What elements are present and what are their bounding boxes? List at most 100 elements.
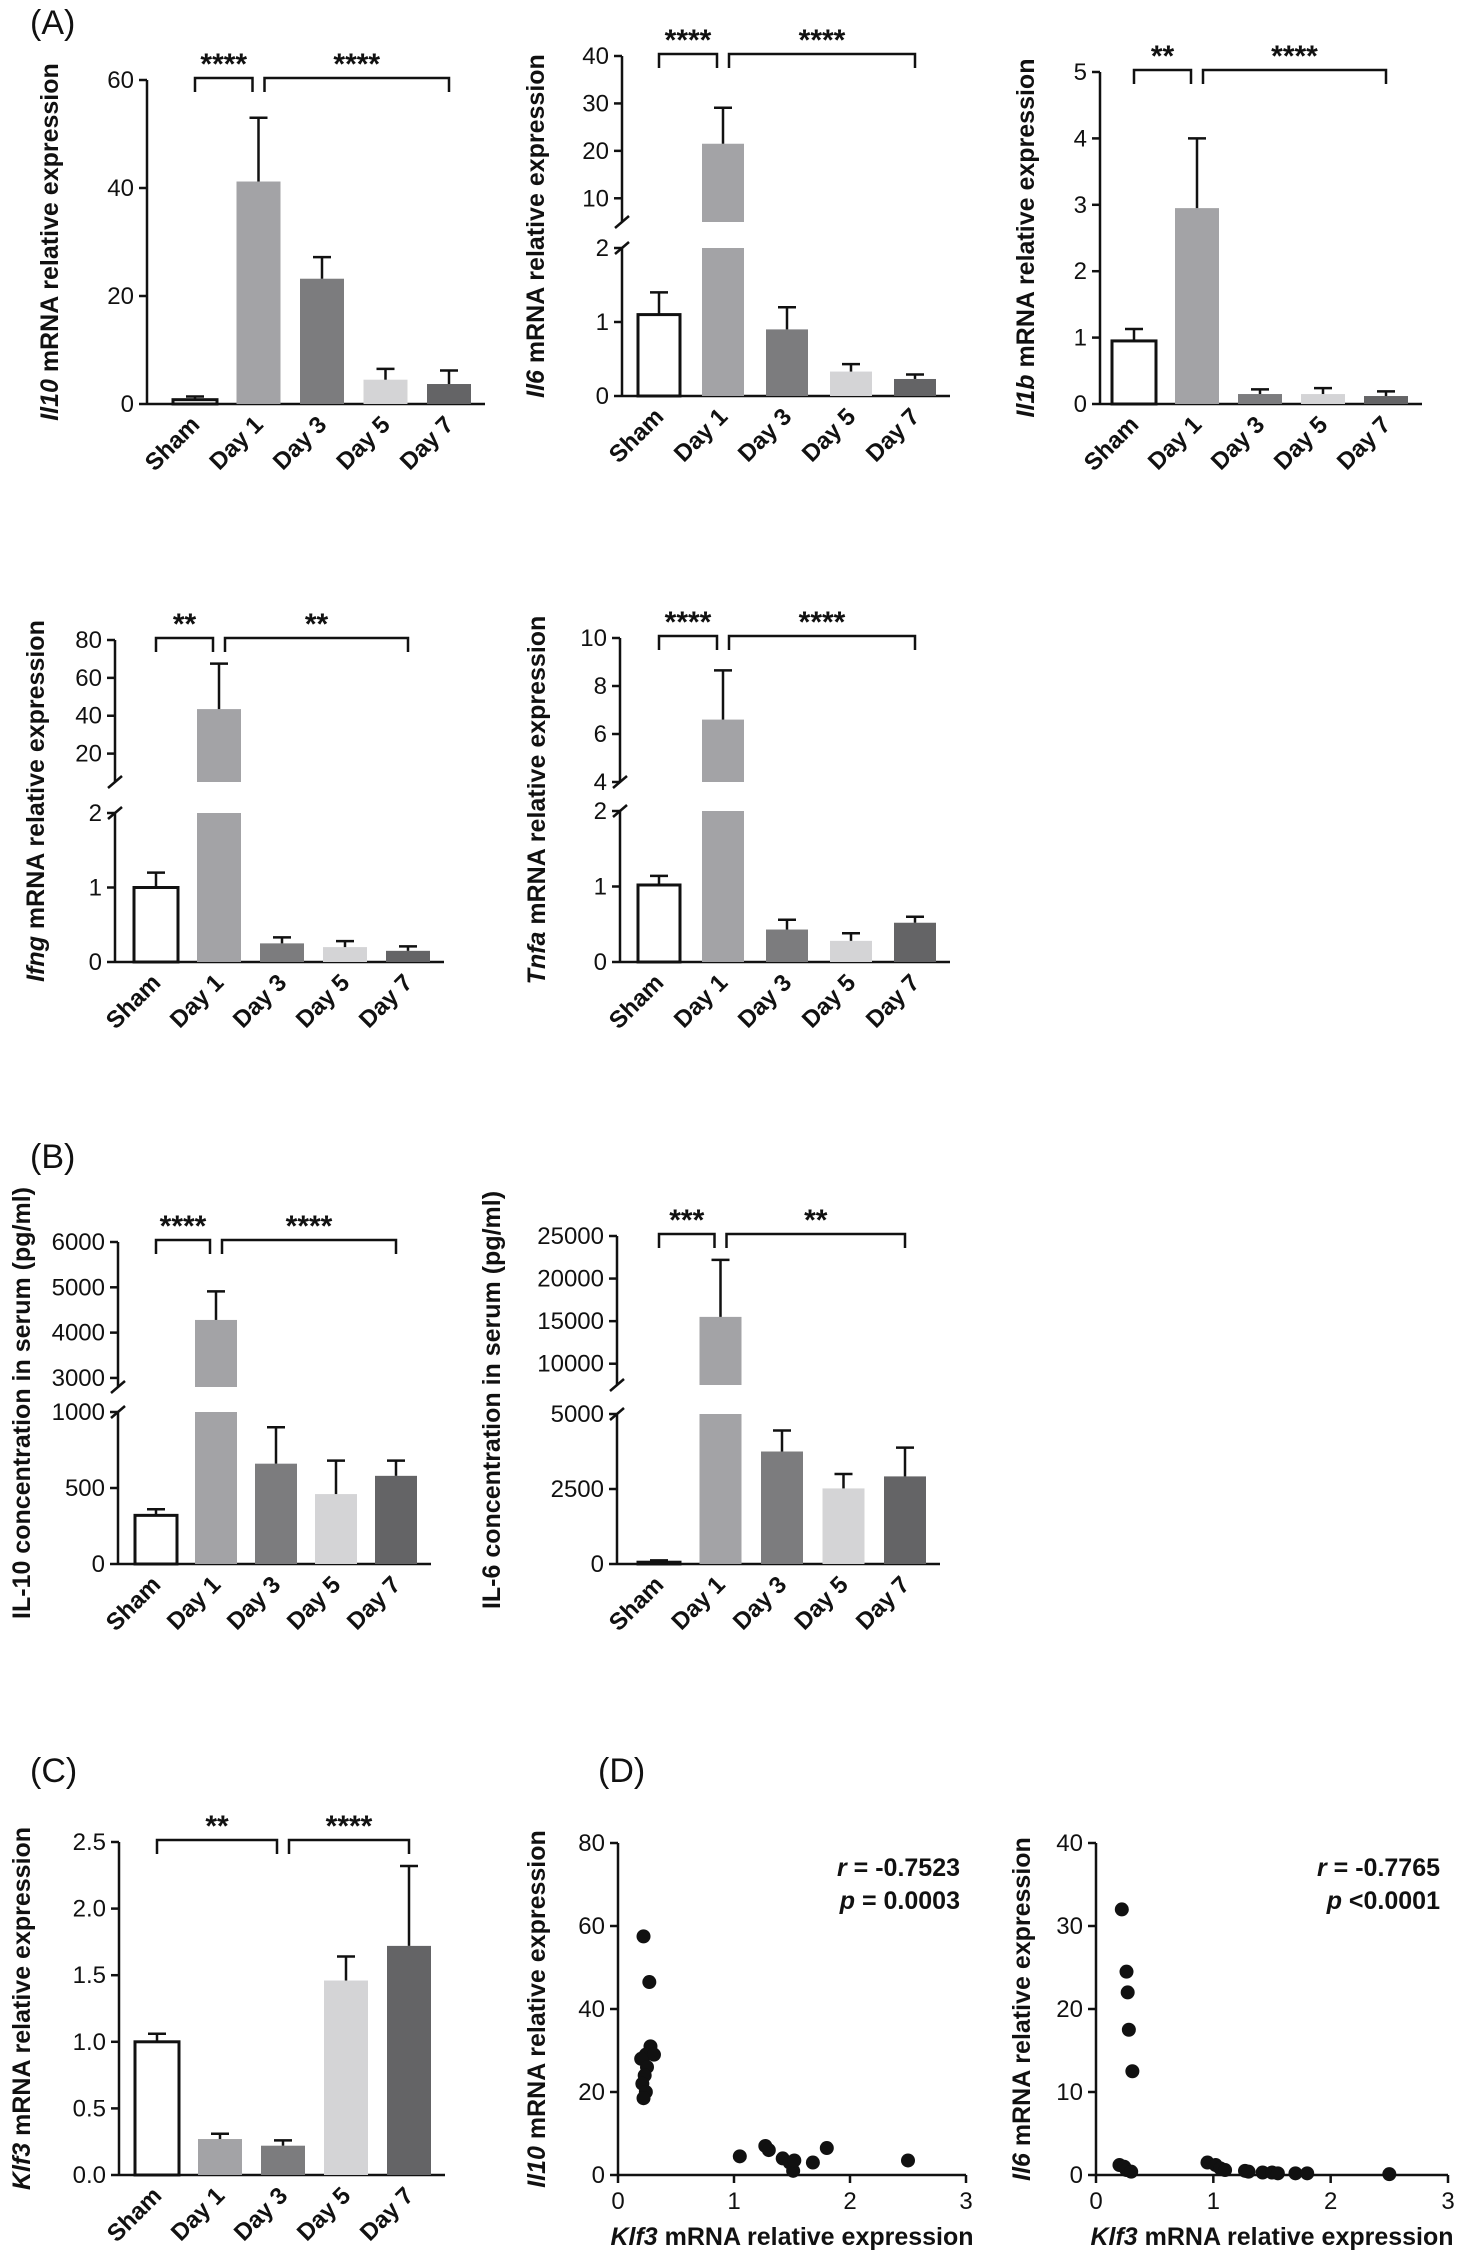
- bar-day-3: [260, 943, 304, 962]
- y-tick-label: 15000: [537, 1308, 604, 1335]
- scatter-point: [1270, 2166, 1285, 2181]
- x-category-label: Day 3: [733, 969, 797, 1033]
- y-tick-label: 1: [594, 874, 607, 901]
- y-tick-label: 1000: [52, 1399, 105, 1426]
- r-value: = -0.7765: [1327, 1854, 1440, 1882]
- y-tick-label: 20: [582, 138, 609, 165]
- y-axis-break-mark: [107, 775, 123, 789]
- bar-day-7: [894, 922, 936, 962]
- scatter-point: [786, 2163, 801, 2178]
- x-tick-label: 0: [611, 2188, 624, 2215]
- x-tick-label: 3: [1441, 2188, 1454, 2215]
- scatter-point: [819, 2141, 834, 2156]
- y-tick-label: 2: [596, 235, 609, 262]
- bar-day-3: [1238, 394, 1282, 404]
- significance-stars: ****: [665, 606, 712, 639]
- x-category-label: Sham: [102, 2182, 167, 2247]
- y-tick-label: 0: [121, 391, 134, 418]
- bar-day-7: [894, 378, 936, 396]
- y-tick-label: 30: [1056, 1913, 1083, 1940]
- x-category-label: Day 5: [1269, 411, 1333, 475]
- p-value: <0.0001: [1342, 1887, 1440, 1915]
- y-axis-title-text: mRNA relative expression: [523, 1830, 551, 2146]
- bar-day-5: [324, 1980, 368, 2175]
- x-axis-title-gene: Klf3: [610, 2223, 657, 2250]
- x-category-label: Day 7: [342, 1571, 406, 1635]
- y-axis-title-gene: Il10: [36, 379, 64, 421]
- y-axis-title-gene: Il6: [1008, 2152, 1036, 2181]
- chart-il6: 0 1 2 10 20 30 40 Sham Day 1 Day 3 Day 5 Day 7 **** *…: [522, 24, 950, 468]
- x-category-label: Day 1: [669, 969, 733, 1033]
- scatter-point: [1382, 2167, 1397, 2182]
- bar-day-1-lower: [702, 248, 744, 396]
- bar-day-1: [702, 143, 744, 222]
- scatter-point: [1300, 2166, 1315, 2181]
- scatter-point: [1114, 1902, 1129, 1917]
- y-axis-title: Ifng mRNA relative expression: [22, 620, 50, 982]
- y-tick-label: 20: [578, 2079, 605, 2106]
- correlation-p: p = 0.0003: [839, 1887, 960, 1915]
- significance-bracket: [657, 52, 719, 68]
- y-tick-label: 8: [594, 673, 607, 700]
- bar-day-1-lower: [197, 813, 241, 962]
- y-tick-label: 60: [75, 665, 102, 692]
- y-axis-title-gene: Ifng: [22, 936, 50, 982]
- y-tick-label: 6: [594, 721, 607, 748]
- x-category-label: Day 3: [733, 403, 797, 467]
- y-axis-title-text: mRNA relative expression: [1012, 59, 1040, 375]
- r-symbol: r: [1317, 1854, 1328, 1882]
- significance-bracket: [220, 1238, 398, 1254]
- x-axis-title: Klf3 mRNA relative expression: [610, 2223, 973, 2250]
- y-axis-title-gene: Il6: [522, 369, 550, 398]
- y-tick-label: 80: [75, 627, 102, 654]
- significance-bracket: [657, 634, 719, 650]
- y-tick-label: 80: [578, 1830, 605, 1857]
- x-category-label: Day 1: [204, 411, 268, 475]
- bar-day-5: [1301, 394, 1345, 404]
- x-category-label: Day 1: [669, 403, 733, 467]
- panel-label-b: (B): [30, 1138, 75, 1176]
- bar-day-1: [197, 709, 241, 782]
- bar-day-3: [766, 329, 808, 396]
- bar-day-5: [830, 371, 872, 396]
- x-tick-label: 3: [959, 2188, 972, 2215]
- chart-il10: 0 20 40 60 Sham Day 1 Day 3 Day 5 Day 7 **** **** I…: [36, 48, 485, 476]
- y-axis-title: Il1b mRNA relative expression: [1012, 59, 1040, 418]
- panel-label-a: (A): [30, 4, 75, 42]
- scatter-point: [805, 2155, 820, 2170]
- significance-bracket: [727, 52, 917, 68]
- y-axis-title: IL-6 concentration in serum (pg/ml): [478, 1191, 506, 1609]
- x-category-label: Day 5: [797, 969, 861, 1033]
- bar-day-1-lower: [699, 1414, 742, 1564]
- bar-sham: [1110, 339, 1158, 406]
- x-axis-title: Klf3 mRNA relative expression: [1090, 2223, 1453, 2250]
- x-category-label: Day 7: [1332, 411, 1396, 475]
- y-axis-break-mark: [110, 1380, 126, 1394]
- y-tick-label: 30: [582, 90, 609, 117]
- x-axis-title-text: mRNA relative expression: [658, 2223, 974, 2250]
- x-category-label: Day 7: [355, 2182, 419, 2246]
- bar-sham: [636, 313, 682, 398]
- p-value: = 0.0003: [855, 1887, 960, 1915]
- y-axis-title-text: IL-10 concentration in serum (pg/ml): [8, 1187, 36, 1619]
- x-category-label: Day 1: [162, 1571, 226, 1635]
- y-axis-title-gene: Il1b: [1012, 374, 1040, 417]
- significance-stars: ****: [799, 606, 846, 639]
- y-tick-label: 1: [89, 875, 102, 902]
- bar-day-3: [300, 278, 344, 404]
- y-axis-title-text: mRNA relative expression: [22, 620, 50, 936]
- bar-day-7: [375, 1475, 417, 1564]
- scatter-point: [761, 2143, 776, 2158]
- significance-bracket: [725, 1232, 907, 1248]
- bar-day-1: [702, 719, 744, 782]
- scatter-point: [646, 2047, 661, 2062]
- y-tick-label: 10: [580, 625, 607, 652]
- x-axis-title-gene: Klf3: [1090, 2223, 1137, 2250]
- y-tick-label: 0: [596, 383, 609, 410]
- x-category-label: Sham: [101, 969, 166, 1034]
- x-category-label: Day 7: [395, 411, 459, 475]
- significance-stars: ****: [326, 1810, 373, 1843]
- x-category-label: Day 7: [861, 969, 925, 1033]
- significance-stars: ****: [799, 24, 846, 57]
